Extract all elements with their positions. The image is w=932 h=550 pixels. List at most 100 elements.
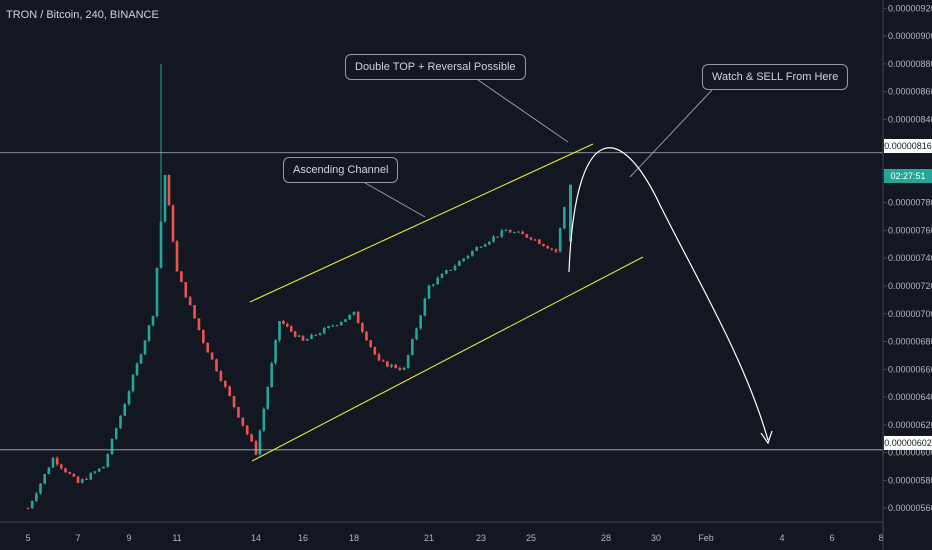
candle-body — [237, 406, 240, 418]
candle-body — [26, 508, 30, 510]
candle-body — [270, 363, 273, 388]
candle-body — [193, 305, 196, 319]
candle-body — [188, 297, 192, 306]
candle-body — [123, 404, 127, 416]
callout-pointer-line — [629, 89, 713, 178]
candle-body — [278, 320, 281, 341]
candle-body — [210, 352, 214, 360]
candle-body — [102, 466, 105, 469]
candle-body — [93, 471, 97, 473]
candle-body — [550, 248, 554, 250]
candle-body — [135, 363, 139, 376]
candle-body — [51, 457, 55, 468]
candle-body — [180, 271, 183, 283]
candle-body — [139, 354, 143, 364]
candle-body — [167, 175, 171, 206]
candle-body — [85, 479, 88, 481]
y-tick-label: 0.00000680 — [888, 337, 932, 347]
candle-body — [394, 364, 397, 369]
candle-body — [143, 340, 147, 355]
candle-body — [89, 472, 93, 480]
y-tick-label: 0.00000740 — [888, 253, 932, 263]
candle-body — [289, 326, 293, 332]
candle-body — [466, 255, 470, 259]
candle-body — [30, 501, 34, 509]
candle-body — [471, 250, 474, 256]
candle-body — [386, 361, 389, 367]
candle-body — [569, 184, 572, 242]
candle-body — [339, 321, 343, 326]
candle-body — [423, 298, 427, 316]
y-tick-label: 0.00000920 — [888, 3, 932, 13]
candle-body — [479, 246, 483, 248]
candle-body — [39, 483, 42, 494]
candle-body — [406, 354, 410, 368]
candle-body — [411, 339, 414, 355]
candle-body — [563, 207, 566, 229]
candle-body — [219, 371, 223, 381]
x-tick-label: 14 — [251, 533, 261, 543]
candle-body — [542, 244, 545, 247]
candle-body — [274, 340, 277, 364]
candle-body — [175, 241, 179, 272]
candle-body — [206, 342, 210, 353]
callout-watch-sell[interactable]: Watch & SELL From Here — [702, 64, 849, 90]
candle-body — [377, 354, 381, 361]
candle-body — [390, 364, 393, 367]
candle-body — [517, 231, 520, 233]
callout-double-top[interactable]: Double TOP + Reversal Possible — [345, 54, 526, 80]
channel-lower-line — [251, 256, 644, 462]
candle-body — [64, 468, 67, 473]
candle-body — [215, 359, 218, 372]
candle-body — [228, 386, 231, 396]
candle-body — [369, 340, 372, 347]
candle-body — [76, 476, 80, 483]
candle-body — [266, 387, 270, 409]
x-tick-label: Feb — [698, 533, 714, 543]
y-tick-label: 0.00000720 — [888, 281, 932, 291]
candle-body — [171, 205, 175, 242]
candle-body — [533, 239, 537, 241]
candle-body — [151, 316, 155, 326]
candle-body — [331, 325, 335, 327]
candle-body — [314, 334, 318, 336]
y-tick-label: 0.00000560 — [888, 503, 932, 513]
candle-body — [202, 330, 205, 343]
candle-body — [119, 415, 122, 429]
projection-path — [568, 147, 769, 441]
x-tick-label: 6 — [829, 533, 834, 543]
y-tick-label: 0.00000900 — [888, 31, 932, 41]
y-tick-label: 0.00000780 — [888, 198, 932, 208]
candle-body — [163, 175, 167, 222]
candle-body — [80, 479, 84, 483]
x-tick-label: 4 — [779, 533, 784, 543]
candle-body — [35, 493, 38, 502]
candle-body — [449, 269, 452, 271]
candle-body — [241, 417, 245, 426]
x-axis: 5 7 9 11 14 16 18 21 23 25 28 30 Feb 4 6 8 — [0, 521, 932, 550]
callout-ascending-channel[interactable]: Ascending Channel — [283, 157, 399, 183]
countdown-tag: 02:27:51 — [884, 169, 932, 183]
candle-body — [500, 230, 504, 237]
candle-body — [504, 230, 508, 232]
candle-body — [440, 273, 444, 278]
y-tick-label: 0.00000880 — [888, 59, 932, 69]
candle-body — [356, 311, 360, 324]
candle-body — [381, 360, 385, 362]
candle-body — [475, 247, 478, 251]
candle-body — [127, 391, 131, 405]
x-tick-label: 21 — [424, 533, 434, 543]
callout-pointer-line — [477, 79, 569, 143]
y-tick-label: 0.00000700 — [888, 309, 932, 319]
candle-body — [432, 284, 435, 286]
y-axis: 0.00000920 0.00000900 0.00000880 0.00000860… — [882, 0, 932, 550]
y-tick-label: 0.00000620 — [888, 420, 932, 430]
candle-body — [60, 464, 63, 469]
x-tick-label: 16 — [298, 533, 308, 543]
y-tick-label: 0.00000860 — [888, 87, 932, 97]
candle-body — [110, 438, 114, 455]
candle-body — [492, 236, 495, 242]
annotations-layer — [0, 79, 883, 462]
x-tick-label: 18 — [349, 533, 359, 543]
